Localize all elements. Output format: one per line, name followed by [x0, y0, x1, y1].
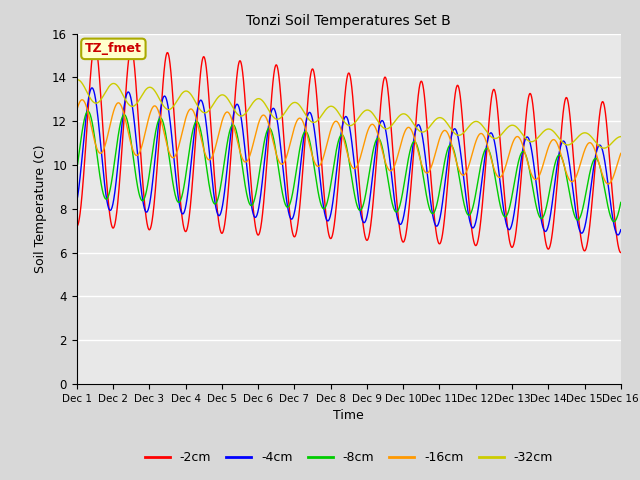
Line: -16cm: -16cm	[77, 100, 621, 184]
-16cm	[168, 154, 175, 159]
-8cm	[84, 108, 92, 114]
-32cm	[74, 77, 81, 83]
Line: -4cm: -4cm	[77, 88, 621, 235]
-8cm	[73, 167, 81, 173]
-4cm	[305, 109, 313, 115]
-16cm	[73, 107, 81, 113]
-32cm	[168, 106, 175, 111]
-2cm	[305, 84, 313, 89]
-16cm	[282, 156, 289, 162]
Title: Tonzi Soil Temperatures Set B: Tonzi Soil Temperatures Set B	[246, 14, 451, 28]
-32cm	[282, 109, 289, 115]
-2cm	[168, 74, 175, 80]
Line: -8cm: -8cm	[77, 111, 621, 222]
-4cm	[607, 198, 614, 204]
X-axis label: Time: Time	[333, 409, 364, 422]
-2cm	[73, 223, 81, 229]
-2cm	[135, 127, 143, 133]
-2cm	[617, 250, 625, 255]
-4cm	[282, 190, 289, 195]
-4cm	[614, 232, 621, 238]
Legend: -2cm, -4cm, -8cm, -16cm, -32cm: -2cm, -4cm, -8cm, -16cm, -32cm	[140, 446, 558, 469]
-16cm	[78, 97, 86, 103]
-16cm	[548, 138, 556, 144]
-8cm	[305, 136, 313, 142]
-32cm	[135, 97, 143, 103]
-8cm	[135, 191, 143, 196]
-2cm	[91, 42, 99, 48]
-2cm	[282, 160, 289, 166]
-4cm	[88, 85, 96, 91]
-16cm	[607, 180, 614, 185]
-2cm	[548, 235, 556, 240]
-4cm	[73, 198, 81, 204]
Line: -32cm: -32cm	[77, 80, 621, 148]
-16cm	[604, 181, 612, 187]
-32cm	[600, 145, 608, 151]
-4cm	[617, 227, 625, 233]
-8cm	[282, 202, 289, 208]
-16cm	[305, 141, 313, 146]
Y-axis label: Soil Temperature (C): Soil Temperature (C)	[33, 144, 47, 273]
-8cm	[610, 219, 618, 225]
-32cm	[73, 77, 81, 83]
-4cm	[168, 129, 175, 135]
-32cm	[617, 134, 625, 140]
-16cm	[135, 151, 143, 156]
-32cm	[548, 127, 556, 133]
-8cm	[168, 170, 175, 176]
-2cm	[607, 166, 614, 171]
-32cm	[305, 117, 313, 123]
-8cm	[617, 200, 625, 205]
-4cm	[548, 204, 556, 210]
Line: -2cm: -2cm	[77, 45, 621, 252]
-16cm	[617, 151, 625, 156]
-8cm	[548, 177, 556, 182]
-32cm	[607, 142, 614, 147]
-4cm	[135, 166, 143, 172]
-8cm	[607, 213, 614, 218]
Text: TZ_fmet: TZ_fmet	[85, 42, 142, 55]
